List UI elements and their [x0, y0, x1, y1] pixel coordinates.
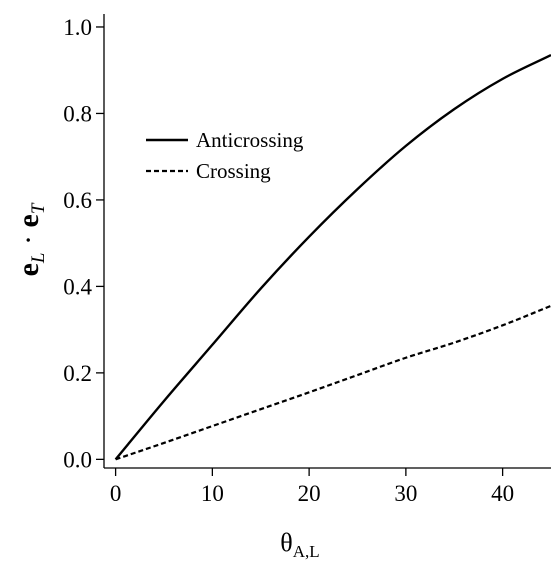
- x-tick-label: 40: [491, 481, 514, 506]
- y-tick-label: 0.0: [63, 447, 92, 472]
- legend: Anticrossing Crossing: [146, 128, 304, 183]
- y-tick-label: 0.8: [63, 101, 92, 126]
- y-tick-label: 0.4: [63, 274, 92, 299]
- x-axis: 0 10 20 30 40: [110, 468, 514, 506]
- legend-label: Crossing: [196, 159, 271, 183]
- y-tick-label: 0.6: [63, 188, 92, 213]
- y-axis: 0.0 0.2 0.4 0.6 0.8 1.0: [63, 15, 104, 472]
- x-tick-label: 30: [394, 481, 417, 506]
- y-axis-label: eL · eT: [12, 202, 49, 276]
- legend-label: Anticrossing: [196, 128, 304, 152]
- plot-frame: [103, 14, 551, 469]
- x-axis-label: θA,L: [280, 528, 319, 561]
- y-tick-label: 0.2: [63, 361, 92, 386]
- series-lines: [114, 54, 551, 461]
- x-tick-label: 0: [110, 481, 122, 506]
- series-line-anticrossing: [114, 54, 551, 461]
- y-tick-label: 1.0: [63, 15, 92, 40]
- series-line-crossing: [115, 304, 551, 461]
- x-tick-label: 20: [298, 481, 321, 506]
- x-tick-label: 10: [201, 481, 224, 506]
